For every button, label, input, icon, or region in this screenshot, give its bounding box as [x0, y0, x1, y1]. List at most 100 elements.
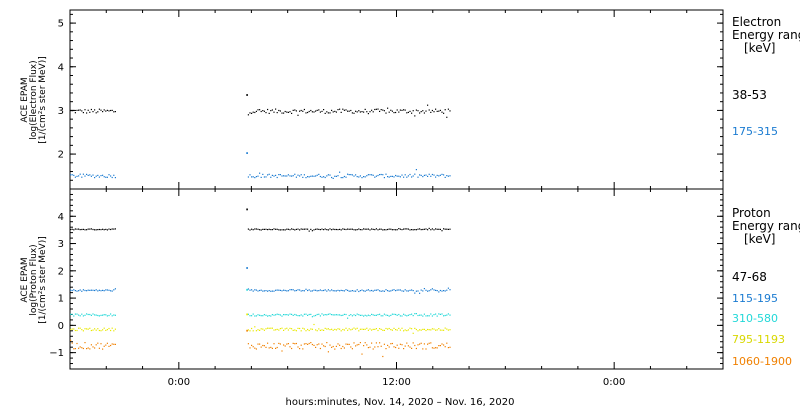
point-1-3	[311, 328, 313, 330]
electron-legend: Electron Energy range [keV] 38-53 175-31…	[732, 15, 800, 138]
point-1-4	[303, 343, 305, 345]
point-1-3	[388, 327, 390, 330]
point-1-2	[300, 314, 302, 316]
point-1-0	[404, 228, 406, 230]
point-0-1	[297, 174, 299, 176]
point-1-0	[81, 228, 83, 231]
point-0-1	[334, 175, 336, 177]
point-1-0	[255, 228, 257, 230]
point-1-3	[102, 329, 104, 331]
point-1-0	[102, 228, 104, 230]
point-1-3	[249, 330, 251, 332]
point-0-1	[79, 173, 81, 175]
point-0-1	[411, 176, 413, 178]
point-0-0	[265, 112, 267, 114]
point-1-4	[90, 344, 92, 346]
point-1-0	[260, 229, 262, 231]
point-1-3	[412, 332, 414, 334]
point-0-0	[78, 109, 80, 111]
point-1-3	[446, 328, 448, 330]
point-1-0	[114, 228, 116, 230]
point-1-4	[95, 344, 97, 346]
point-1-0	[311, 230, 313, 232]
point-0-0	[332, 111, 334, 113]
point-1-0	[417, 228, 419, 230]
point-1-1	[447, 287, 449, 289]
point-0-0	[377, 108, 379, 110]
point-0-0	[414, 115, 416, 117]
point-1-2	[425, 315, 427, 317]
point-1-3	[391, 329, 393, 331]
point-1-1	[359, 290, 361, 292]
point-0-1	[380, 173, 382, 176]
point-0-1	[82, 173, 84, 175]
ytick-label-1-5: 4	[58, 212, 64, 223]
point-1-4	[431, 347, 433, 349]
point-1-2	[287, 314, 289, 316]
point-1-0	[291, 228, 293, 230]
point-1-1	[364, 290, 366, 292]
point-1-4	[308, 342, 310, 345]
point-0-0	[283, 112, 285, 114]
point-1-3	[297, 327, 299, 329]
point-0-0	[76, 109, 78, 111]
ytick-label-0-2: 4	[58, 62, 64, 73]
point-1-4	[287, 343, 289, 345]
point-0-0	[436, 110, 438, 112]
point-0-0	[387, 107, 389, 109]
point-1-0	[433, 229, 435, 231]
point-0-0	[87, 109, 89, 111]
ytick-label-1-1: 0	[58, 321, 64, 332]
point-1-1	[106, 289, 108, 291]
point-0-1	[417, 176, 419, 178]
point-0-1	[319, 175, 321, 178]
point-1-4	[286, 343, 288, 345]
point-1-4	[311, 343, 313, 346]
point-1-0	[257, 228, 259, 230]
point-1-3	[76, 329, 78, 332]
point-0-1	[299, 175, 301, 177]
point-1-1	[335, 290, 337, 292]
point-1-0	[348, 228, 350, 230]
point-1-2	[439, 313, 441, 315]
point-0-0	[105, 110, 107, 112]
spike-point-1-1	[246, 267, 248, 269]
point-0-0	[268, 112, 270, 114]
point-0-1	[401, 174, 403, 176]
point-1-1	[324, 289, 326, 291]
point-1-4	[110, 344, 112, 347]
point-1-3	[268, 327, 270, 329]
point-1-0	[334, 228, 336, 231]
point-0-0	[273, 111, 275, 113]
electron-ylabel: ACE EPAM log(Electron Flux) [1/(cm²s ste…	[20, 56, 48, 143]
point-1-0	[302, 228, 304, 230]
point-1-4	[340, 347, 342, 350]
point-1-0	[315, 228, 317, 230]
point-0-1	[70, 174, 72, 176]
point-1-0	[254, 228, 256, 230]
point-1-0	[82, 228, 84, 230]
point-1-0	[259, 229, 261, 231]
point-1-4	[300, 344, 302, 346]
point-1-1	[425, 289, 427, 291]
point-1-4	[339, 344, 341, 346]
point-0-1	[279, 174, 281, 176]
point-1-1	[347, 289, 349, 291]
point-1-0	[428, 227, 430, 229]
point-1-2	[275, 314, 277, 316]
point-1-0	[374, 229, 376, 231]
point-0-1	[366, 175, 368, 177]
point-0-1	[108, 174, 110, 176]
point-1-4	[443, 344, 445, 346]
point-1-4	[265, 346, 267, 348]
point-1-3	[399, 329, 401, 331]
point-1-3	[387, 328, 389, 330]
point-0-0	[92, 111, 94, 113]
point-1-2	[403, 313, 405, 315]
point-1-0	[396, 229, 398, 231]
point-1-1	[431, 288, 433, 290]
point-0-1	[331, 176, 333, 179]
point-1-2	[74, 313, 76, 315]
point-1-3	[375, 328, 377, 330]
point-0-1	[375, 175, 377, 177]
